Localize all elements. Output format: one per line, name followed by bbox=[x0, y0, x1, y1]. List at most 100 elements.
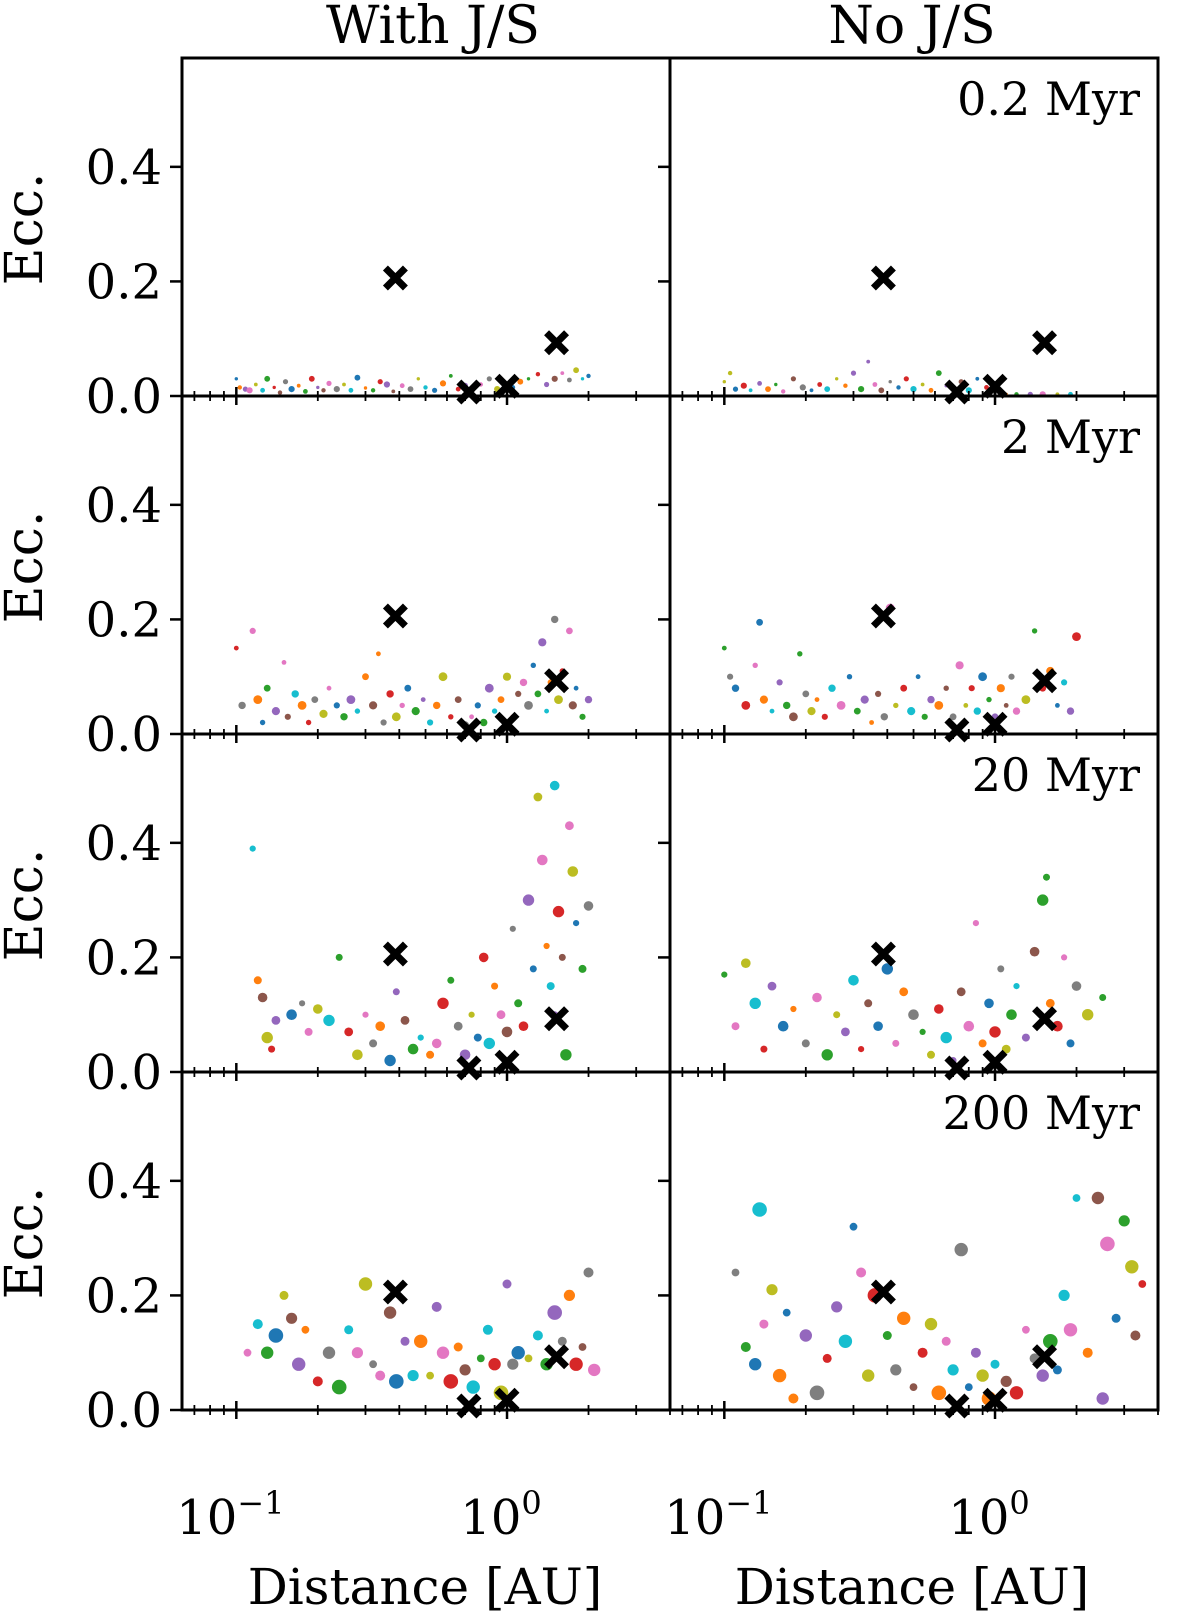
scatter-point bbox=[534, 690, 542, 698]
scatter-point bbox=[535, 372, 541, 377]
scatter-point bbox=[391, 389, 396, 394]
scatter-point bbox=[544, 381, 550, 388]
scatter-point bbox=[342, 382, 346, 387]
x-tick-label: 100 bbox=[948, 1484, 1029, 1546]
scatter-point bbox=[526, 377, 531, 381]
scatter-point bbox=[560, 1049, 572, 1061]
scatter-point bbox=[721, 971, 728, 978]
planet-marker bbox=[456, 717, 482, 743]
planet-marker bbox=[544, 330, 570, 356]
y-axis-label-row-2: Ecc. bbox=[0, 511, 55, 624]
scatter-point bbox=[1043, 1334, 1058, 1349]
scatter-point bbox=[319, 709, 328, 719]
scatter-point bbox=[903, 376, 909, 382]
scatter-point bbox=[326, 380, 332, 386]
y-tick-label: 0.4 bbox=[86, 478, 162, 534]
scatter-point bbox=[573, 685, 579, 691]
scatter-point bbox=[511, 1346, 525, 1360]
scatter-point bbox=[964, 1383, 973, 1391]
scatter-point bbox=[578, 964, 587, 973]
scatter-point bbox=[277, 390, 283, 395]
scatter-point bbox=[482, 1324, 493, 1335]
scatter-point bbox=[1008, 673, 1015, 680]
scatter-point bbox=[282, 379, 289, 385]
scatter-point bbox=[767, 981, 777, 991]
scatter-point bbox=[362, 673, 369, 681]
scatter-point bbox=[732, 386, 739, 392]
scatter-point bbox=[491, 982, 499, 990]
scatter-point bbox=[453, 1342, 463, 1352]
planet-marker bbox=[456, 379, 482, 405]
scatter-point bbox=[352, 1049, 363, 1061]
scatter-point bbox=[850, 370, 857, 376]
scatter-point bbox=[1045, 998, 1055, 1008]
scatter-point bbox=[549, 780, 560, 791]
scatter-point bbox=[407, 1043, 419, 1055]
scatter-point bbox=[821, 713, 828, 720]
scatter-point bbox=[727, 370, 733, 376]
time-label-row-2: 2 Myr bbox=[1001, 410, 1140, 464]
scatter-point bbox=[554, 695, 563, 704]
scatter-point bbox=[400, 1336, 410, 1346]
scatter-point bbox=[423, 385, 428, 390]
scatter-point bbox=[249, 845, 256, 852]
scatter-point bbox=[776, 679, 783, 686]
scatter-point bbox=[1071, 981, 1082, 991]
scatter-point bbox=[351, 1347, 363, 1359]
scatter-point bbox=[344, 1027, 354, 1037]
scatter-point bbox=[752, 662, 758, 668]
scatter-point bbox=[828, 684, 836, 692]
scatter-point bbox=[760, 1045, 768, 1053]
planet-marker bbox=[456, 1393, 482, 1419]
column-title-right: No J/S bbox=[828, 0, 995, 56]
scatter-point bbox=[509, 925, 516, 932]
scatter-point bbox=[252, 1319, 263, 1330]
scatter-point bbox=[369, 701, 378, 710]
scatter-point bbox=[436, 1346, 450, 1359]
scatter-point bbox=[455, 386, 461, 392]
planet-marker bbox=[944, 717, 970, 743]
planet-marker bbox=[494, 1049, 520, 1075]
planet-marker bbox=[382, 265, 408, 291]
scatter-point bbox=[547, 1305, 562, 1320]
scatter-point bbox=[838, 1334, 853, 1349]
scatter-point bbox=[782, 1308, 791, 1317]
scatter-point bbox=[881, 963, 893, 975]
scatter-point bbox=[468, 1011, 475, 1018]
scatter-point bbox=[835, 377, 839, 381]
scatter-point bbox=[846, 674, 853, 680]
scatter-point bbox=[1052, 1020, 1063, 1032]
scatter-point bbox=[831, 1301, 843, 1313]
scatter-point bbox=[963, 703, 969, 708]
planet-marker bbox=[494, 1387, 520, 1413]
scatter-point bbox=[908, 1009, 919, 1020]
scatter-point bbox=[322, 1346, 336, 1359]
scatter-point bbox=[843, 383, 848, 388]
scatter-point bbox=[369, 1360, 377, 1369]
scatter-point bbox=[789, 712, 798, 722]
scatter-point bbox=[917, 1347, 928, 1358]
time-label-row-1: 0.2 Myr bbox=[957, 72, 1140, 126]
scatter-point bbox=[1063, 1323, 1078, 1337]
scatter-point bbox=[880, 713, 888, 721]
scatter-point bbox=[354, 374, 361, 381]
scatter-point bbox=[799, 1329, 812, 1342]
scatter-point bbox=[501, 1026, 513, 1038]
scatter-point bbox=[469, 714, 474, 720]
scatter-point bbox=[1006, 1009, 1017, 1020]
scatter-point bbox=[897, 1311, 911, 1326]
scatter-point bbox=[866, 359, 871, 364]
planet-marker bbox=[982, 373, 1008, 399]
scatter-point bbox=[399, 383, 405, 389]
y-tick-label: 0.2 bbox=[86, 1268, 162, 1324]
scatter-point bbox=[466, 1380, 480, 1394]
panel-2-with-js bbox=[170, 394, 672, 743]
scatter-point bbox=[963, 1020, 975, 1032]
scatter-point bbox=[308, 375, 315, 382]
scatter-point bbox=[331, 1379, 347, 1395]
scatter-point bbox=[1111, 1313, 1121, 1323]
scatter-point bbox=[860, 695, 869, 704]
scatter-point bbox=[476, 1354, 485, 1363]
scatter-point bbox=[264, 375, 271, 382]
